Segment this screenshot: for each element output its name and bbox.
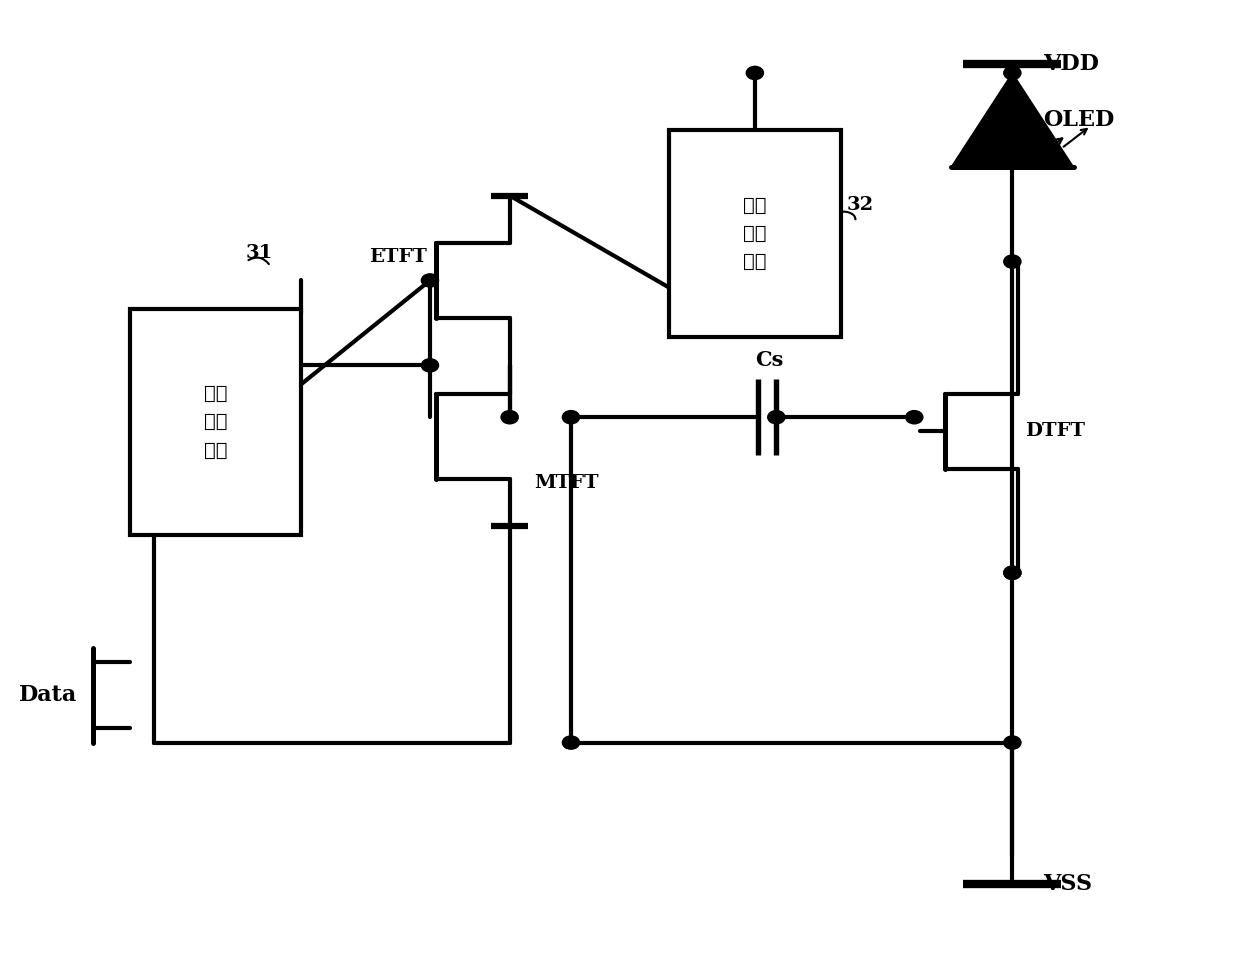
Text: Cs: Cs [755,350,784,370]
Circle shape [768,411,785,424]
Circle shape [563,411,579,424]
Circle shape [422,359,439,372]
Circle shape [1003,567,1021,579]
Text: 单元: 单元 [203,441,227,459]
Text: OLED: OLED [1043,109,1115,131]
Circle shape [563,736,579,749]
Circle shape [746,66,764,79]
Circle shape [422,274,439,287]
Text: 驱动: 驱动 [743,195,766,214]
FancyBboxPatch shape [670,129,841,337]
Text: 控制: 控制 [743,224,766,243]
Text: 单元: 单元 [743,252,766,271]
FancyBboxPatch shape [129,309,301,535]
Text: ETFT: ETFT [368,248,427,266]
Text: VDD: VDD [1043,53,1099,75]
Text: 充电: 充电 [203,384,227,403]
Circle shape [1003,255,1021,268]
Circle shape [905,411,923,424]
Text: DTFT: DTFT [1024,422,1085,440]
Circle shape [501,411,518,424]
Circle shape [1003,567,1021,579]
Polygon shape [951,73,1074,167]
Circle shape [1003,736,1021,749]
Text: Data: Data [19,684,77,706]
Text: 31: 31 [246,244,273,261]
Circle shape [1003,66,1021,79]
Text: MTFT: MTFT [534,474,599,492]
Text: 控制: 控制 [203,412,227,432]
Text: VSS: VSS [1043,873,1092,895]
Text: 32: 32 [847,196,874,214]
